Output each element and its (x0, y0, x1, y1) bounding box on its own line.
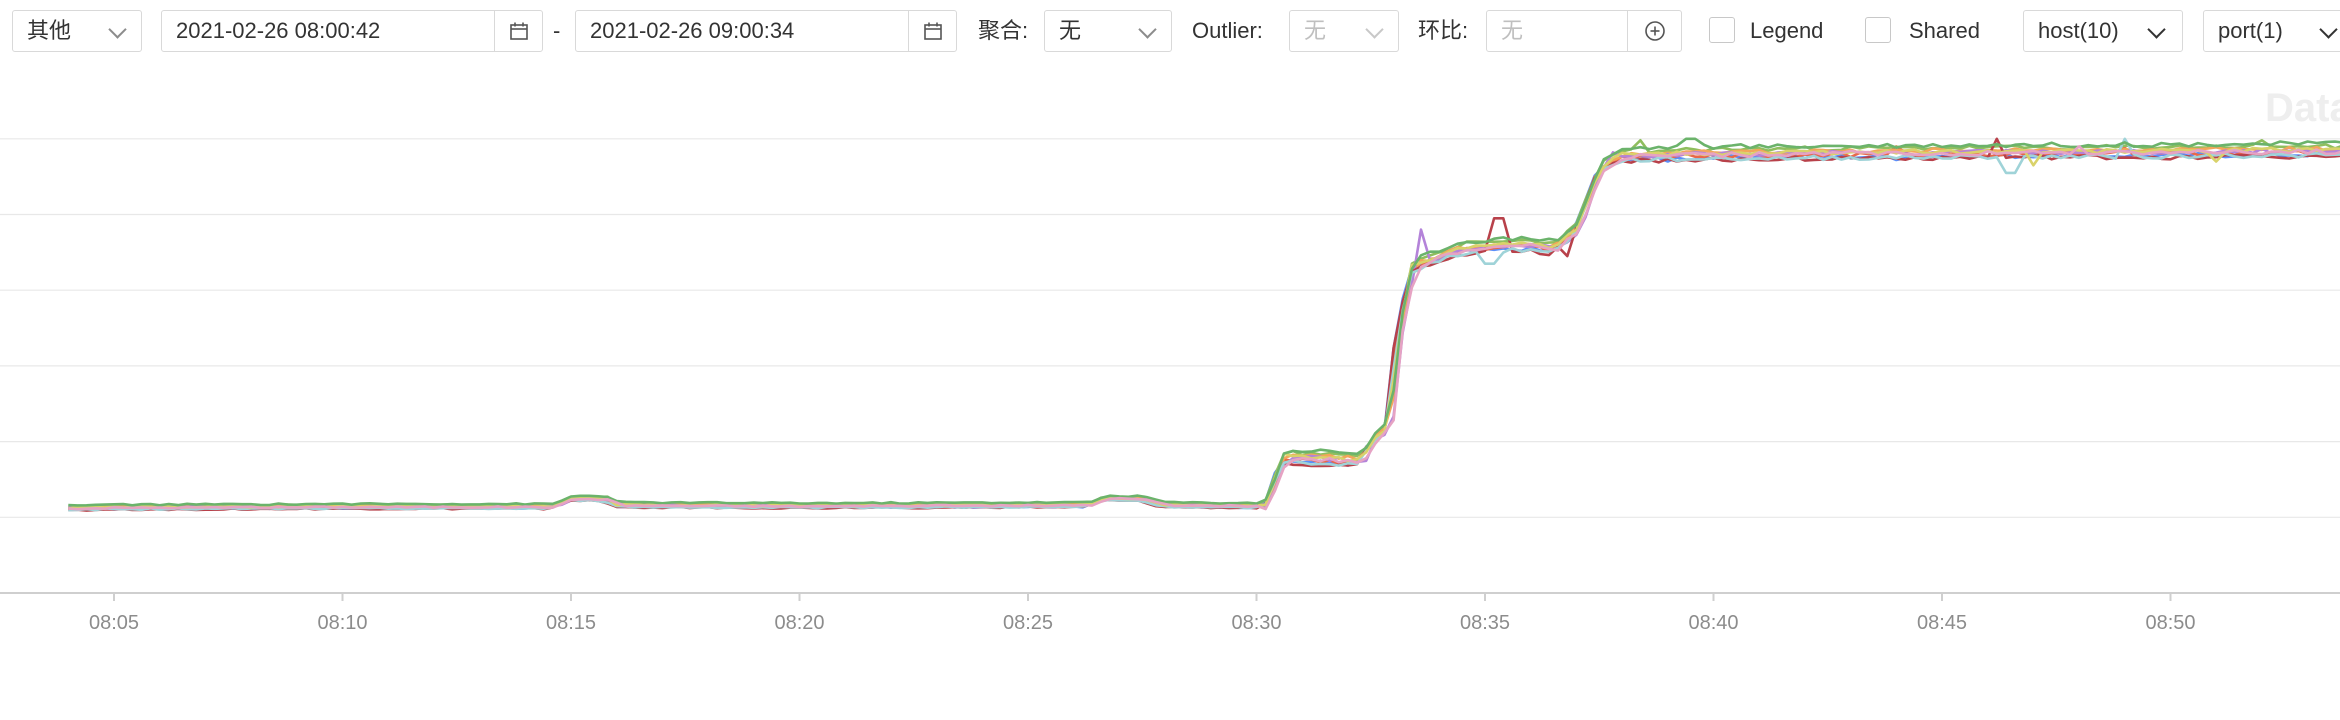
grid-lines (0, 138, 2340, 518)
series-line-3 (68, 139, 2340, 509)
watermark-text: Data (2265, 86, 2340, 130)
chevron-down-icon (2319, 20, 2338, 39)
x-tick-label: 08:35 (1460, 612, 1510, 634)
x-tick-label: 08:45 (1917, 612, 1967, 634)
port-select-value: port(1) (2218, 18, 2283, 43)
aggregate-select[interactable]: 无 (1044, 10, 1172, 52)
plus-circle-icon (1645, 21, 1665, 41)
series-line-4 (68, 145, 2340, 510)
x-tick-label: 08:50 (2145, 612, 2195, 634)
x-tick-label: 08:05 (89, 612, 139, 634)
x-tick-label: 08:20 (774, 612, 824, 634)
end-calendar-button[interactable] (908, 11, 956, 51)
end-time-value: 2021-02-26 09:00:34 (590, 18, 795, 43)
host-select[interactable]: host(10) (2023, 10, 2183, 52)
start-time-value: 2021-02-26 08:00:42 (176, 18, 381, 43)
series-line-10 (68, 145, 2340, 511)
legend-checkbox[interactable] (1709, 17, 1735, 43)
ratio-input[interactable]: 无 (1486, 10, 1682, 52)
shared-checkbox[interactable] (1865, 17, 1891, 43)
outlier-value: 无 (1304, 18, 1327, 43)
calendar-icon (924, 22, 942, 40)
x-tick-label: 08:25 (1003, 612, 1053, 634)
series-line-6 (68, 137, 2340, 512)
type-select[interactable]: 其他 (12, 10, 142, 52)
outlier-select[interactable]: 无 (1289, 10, 1399, 52)
chevron-down-icon (1138, 20, 1157, 39)
series-line-1 (68, 151, 2340, 512)
aggregate-value: 无 (1059, 18, 1082, 43)
type-select-value: 其他 (27, 18, 72, 43)
host-select-value: host(10) (2038, 18, 2119, 43)
start-calendar-button[interactable] (494, 11, 542, 51)
ratio-placeholder: 无 (1501, 18, 1524, 43)
series-line-8 (68, 146, 2340, 510)
series-line-2 (68, 145, 2340, 511)
x-tick-label: 08:30 (1231, 612, 1281, 634)
port-select[interactable]: port(1) (2203, 10, 2340, 52)
series-line-7 (68, 137, 2340, 512)
x-tick-label: 08:40 (1688, 612, 1738, 634)
calendar-icon (510, 22, 528, 40)
outlier-label: Outlier: (1192, 18, 1263, 43)
time-separator: - (553, 18, 561, 43)
line-chart: 08:05 08:10 08:15 08:20 08:25 08:30 08:35 08:40… (0, 137, 2340, 634)
shared-label: Shared (1909, 18, 1980, 43)
series-line-5 (68, 147, 2340, 510)
add-ratio-button[interactable] (1627, 11, 1681, 51)
aggregate-label: 聚合: (978, 18, 1029, 43)
chevron-down-icon (2147, 20, 2166, 39)
x-tick-label: 08:15 (546, 612, 596, 634)
toolbar: 其他 2021-02-26 08:00:42 - 2021-02-26 09:0… (0, 0, 2340, 64)
series-lines (68, 137, 2340, 512)
start-time-input[interactable]: 2021-02-26 08:00:42 (161, 10, 543, 52)
legend-label: Legend (1750, 18, 1824, 43)
chevron-down-icon (108, 20, 127, 39)
chevron-down-icon (1365, 20, 1384, 39)
ratio-label: 环比: (1418, 18, 1469, 43)
series-line-9 (68, 137, 2340, 507)
x-axis-ticks: 08:05 08:10 08:15 08:20 08:25 08:30 08:35 08:40… (89, 593, 2196, 634)
x-tick-label: 08:10 (317, 612, 367, 634)
end-time-input[interactable]: 2021-02-26 09:00:34 (575, 10, 957, 52)
